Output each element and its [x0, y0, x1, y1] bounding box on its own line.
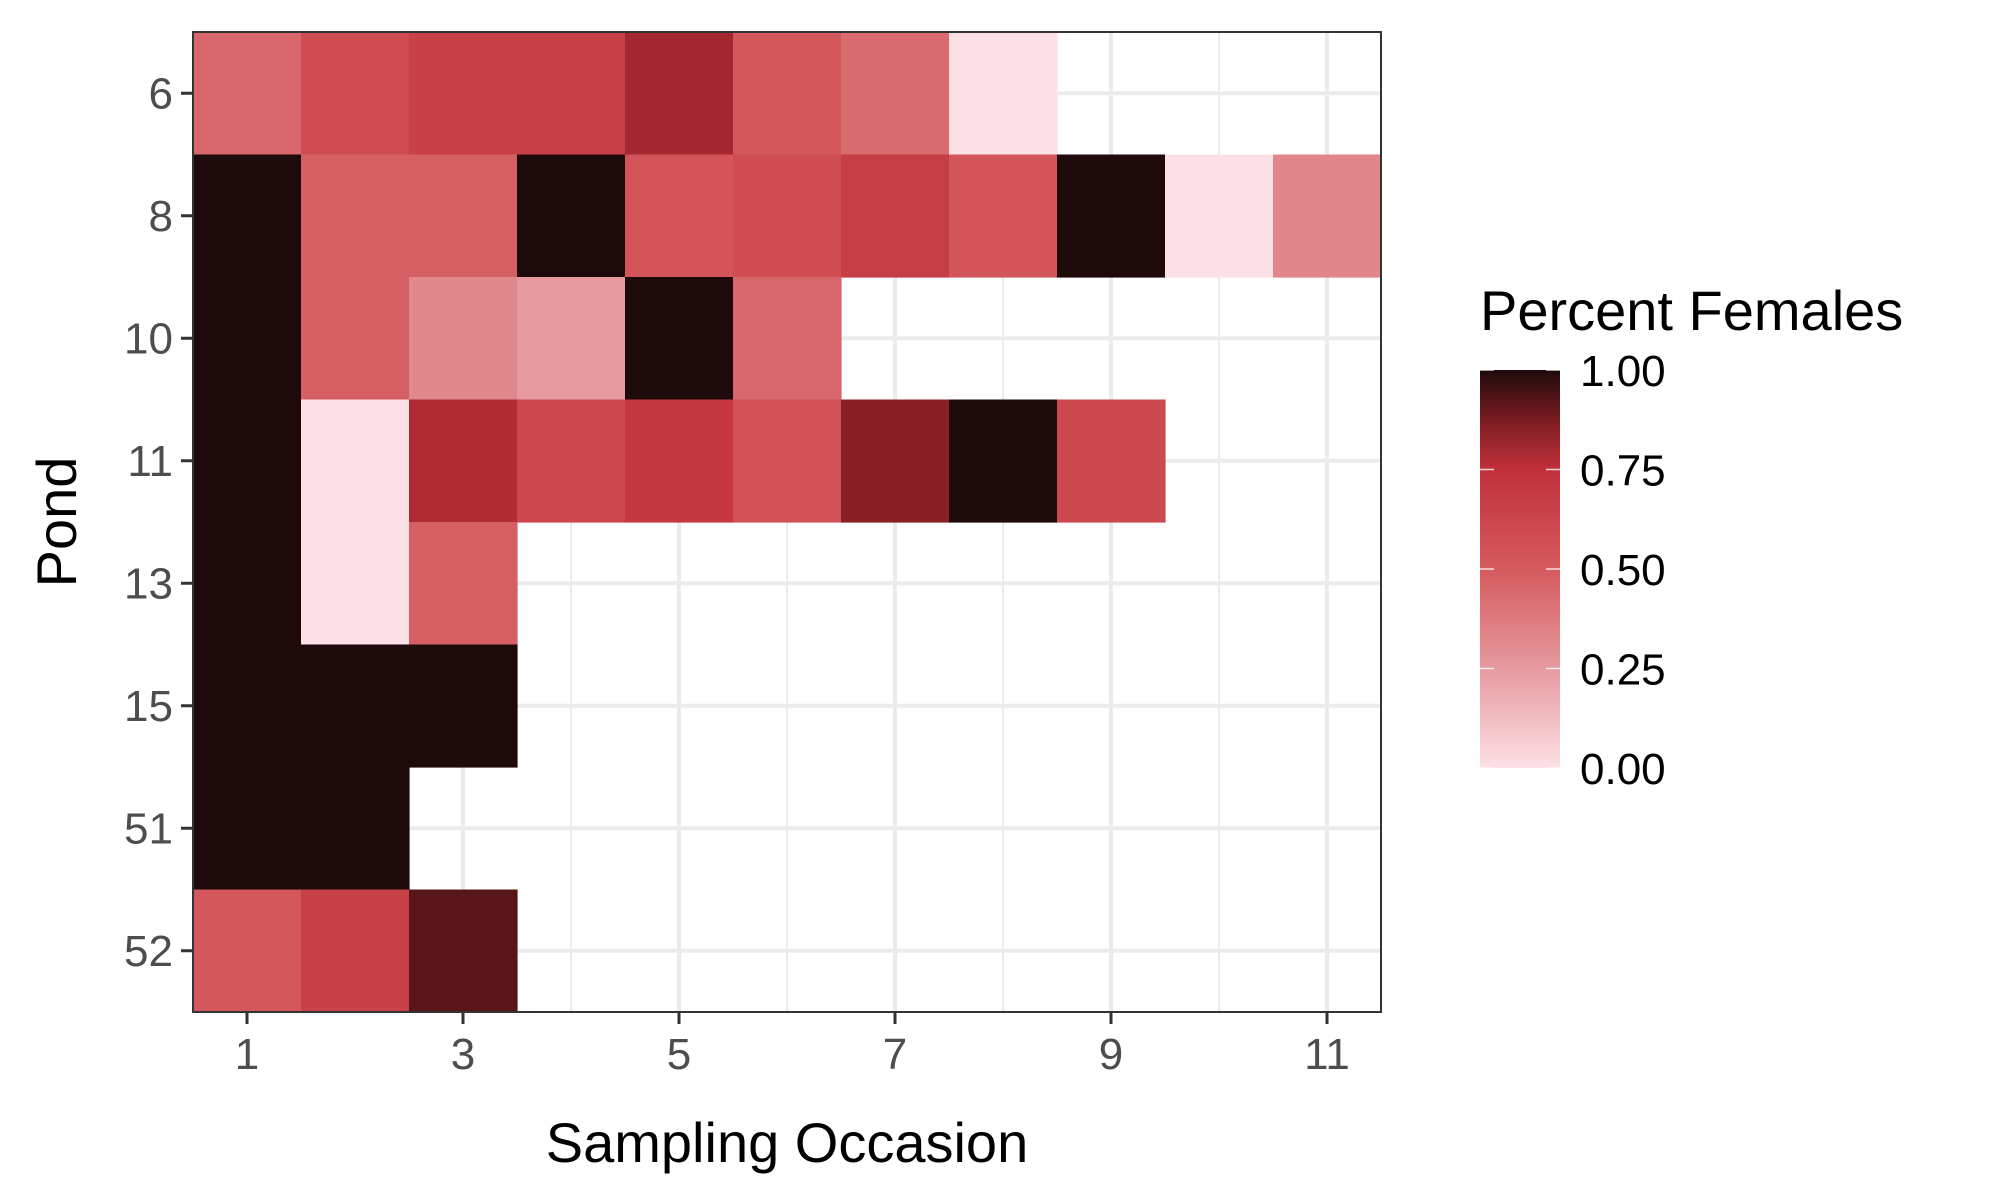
heatmap-cell [733, 399, 842, 523]
heatmap-cell [1057, 154, 1166, 278]
y-tick-label: 8 [149, 192, 173, 241]
y-tick-label: 15 [124, 682, 173, 731]
heatmap-cell [517, 399, 626, 523]
y-tick-label: 13 [124, 559, 173, 608]
heatmap-cell [625, 32, 734, 156]
heatmap-cell [841, 399, 950, 523]
y-tick-label: 51 [124, 804, 173, 853]
heatmap-cell [301, 767, 410, 891]
heatmap-cell [301, 277, 410, 401]
heatmap-cell [733, 154, 842, 278]
heatmap-cell [193, 399, 302, 523]
heatmap-cell [1165, 154, 1274, 278]
heatmap-cell [949, 154, 1058, 278]
heatmap-cell [517, 154, 626, 278]
legend-title: Percent Females [1480, 279, 1903, 342]
heatmap-cell [517, 32, 626, 156]
color-legend: Percent Females 1.00 0.75 0.50 0.25 0.00 [1480, 279, 1903, 794]
heatmap-cell [517, 277, 626, 401]
heatmap-cell [949, 32, 1058, 156]
heatmap-cell [193, 644, 302, 768]
legend-ticks: 1.00 0.75 0.50 0.25 0.00 [1480, 347, 1666, 794]
heatmap-cell [301, 889, 410, 1013]
heatmap-cell [193, 767, 302, 891]
heatmap-cell [301, 154, 410, 278]
heatmap-cell [193, 154, 302, 278]
heatmap-cell [1057, 399, 1166, 523]
panel-border [192, 31, 1382, 1013]
heatmap-cell [625, 154, 734, 278]
x-tick-label: 7 [883, 1030, 907, 1079]
heatmap-cell [409, 644, 518, 768]
heatmap-cell [193, 277, 302, 401]
x-tick-label: 11 [1304, 1030, 1350, 1079]
legend-tick-label: 0.25 [1580, 646, 1666, 695]
heatmap-cell [301, 32, 410, 156]
x-tick-label: 1 [235, 1030, 259, 1079]
y-tick-label: 11 [127, 437, 173, 486]
y-tick-label: 10 [124, 314, 173, 363]
x-axis-title: Sampling Occasion [546, 1111, 1028, 1174]
heatmap-cell [733, 277, 842, 401]
heatmap-cell [301, 522, 410, 646]
heatmap-cell [409, 32, 518, 156]
heatmap-cell [949, 399, 1058, 523]
heatmap-cell [193, 522, 302, 646]
heatmap-cells [193, 32, 1382, 1013]
heatmap-cell [733, 32, 842, 156]
heatmap-cell [409, 154, 518, 278]
heatmap-cell [625, 277, 734, 401]
heatmap-cell [409, 889, 518, 1013]
heatmap-cell [409, 399, 518, 523]
heatmap-cell [409, 277, 518, 401]
x-tick-label: 9 [1099, 1030, 1123, 1079]
y-axis: 6 8 10 11 13 15 51 52 [124, 69, 193, 976]
heatmap-cell [841, 32, 950, 156]
heatmap-cell [301, 644, 410, 768]
legend-tick-label: 0.50 [1580, 546, 1666, 595]
legend-tick-label: 1.00 [1580, 347, 1666, 396]
heatmap-cell [841, 154, 950, 278]
x-tick-label: 3 [451, 1030, 475, 1079]
x-tick-label: 5 [667, 1030, 691, 1079]
legend-tick-label: 0.75 [1580, 447, 1666, 496]
heatmap-cell [193, 32, 302, 156]
heatmap-cell [301, 399, 410, 523]
heatmap-cell [193, 889, 302, 1013]
legend-tick-label: 0.00 [1580, 745, 1666, 794]
y-axis-title: Pond [25, 457, 88, 588]
y-tick-label: 6 [149, 69, 173, 118]
heatmap-cell [1273, 154, 1382, 278]
heatmap-cell [625, 399, 734, 523]
heatmap-cell [409, 522, 518, 646]
y-tick-label: 52 [124, 927, 173, 976]
x-axis: 1 3 5 7 9 11 [235, 1012, 1350, 1079]
